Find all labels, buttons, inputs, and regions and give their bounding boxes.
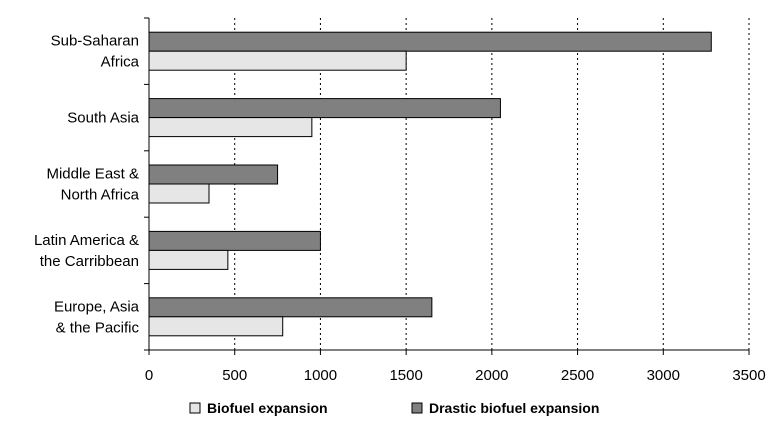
legend-label: Drastic biofuel expansion <box>429 400 599 416</box>
x-tick-label-500: 500 <box>222 367 247 384</box>
category-label: the Carribbean <box>40 253 139 270</box>
x-tick-label-0: 0 <box>145 367 153 384</box>
bar-drastic-biofuel-expansion-2 <box>148 164 279 185</box>
category-label: Europe, Asia <box>54 298 140 315</box>
category-label: Africa <box>101 54 140 71</box>
bar-biofuel-expansion-0 <box>148 50 407 71</box>
category-label: South Asia <box>67 110 139 127</box>
x-tick-label-3000: 3000 <box>647 367 680 384</box>
bar-drastic-biofuel-expansion-1 <box>148 98 501 119</box>
category-label: & the Pacific <box>56 319 140 336</box>
bar-drastic-biofuel-expansion-0 <box>148 31 712 52</box>
category-labels: Sub-Saharan Africa South Asia Middle East &… <box>34 33 140 337</box>
legend: Biofuel expansion Drastic biofuel expansi… <box>189 400 599 416</box>
x-tick-labels: 0 500 1000 1500 2000 2500 3000 3500 <box>145 367 766 384</box>
bars <box>148 31 712 337</box>
bar-drastic-biofuel-expansion-3 <box>148 230 321 251</box>
gridlines <box>234 18 750 350</box>
category-label: Sub-Saharan <box>51 33 139 50</box>
x-tick-label-1000: 1000 <box>304 367 337 384</box>
x-tick-label-2000: 2000 <box>475 367 508 384</box>
legend-swatch <box>189 402 201 414</box>
category-label: North Africa <box>61 187 140 204</box>
legend-label: Biofuel expansion <box>207 400 328 416</box>
bar-biofuel-expansion-3 <box>148 249 229 270</box>
x-tick-label-2500: 2500 <box>561 367 594 384</box>
x-tick-label-1500: 1500 <box>389 367 422 384</box>
bar-biofuel-expansion-4 <box>148 316 284 337</box>
category-label: Middle East & <box>46 166 139 183</box>
x-tick-label-3500: 3500 <box>732 367 765 384</box>
axes <box>144 17 750 355</box>
bar-biofuel-expansion-1 <box>148 117 313 138</box>
bar-biofuel-expansion-2 <box>148 183 210 204</box>
legend-swatch <box>411 402 423 414</box>
category-label: Latin America & <box>34 232 139 249</box>
bar-drastic-biofuel-expansion-4 <box>148 297 433 318</box>
